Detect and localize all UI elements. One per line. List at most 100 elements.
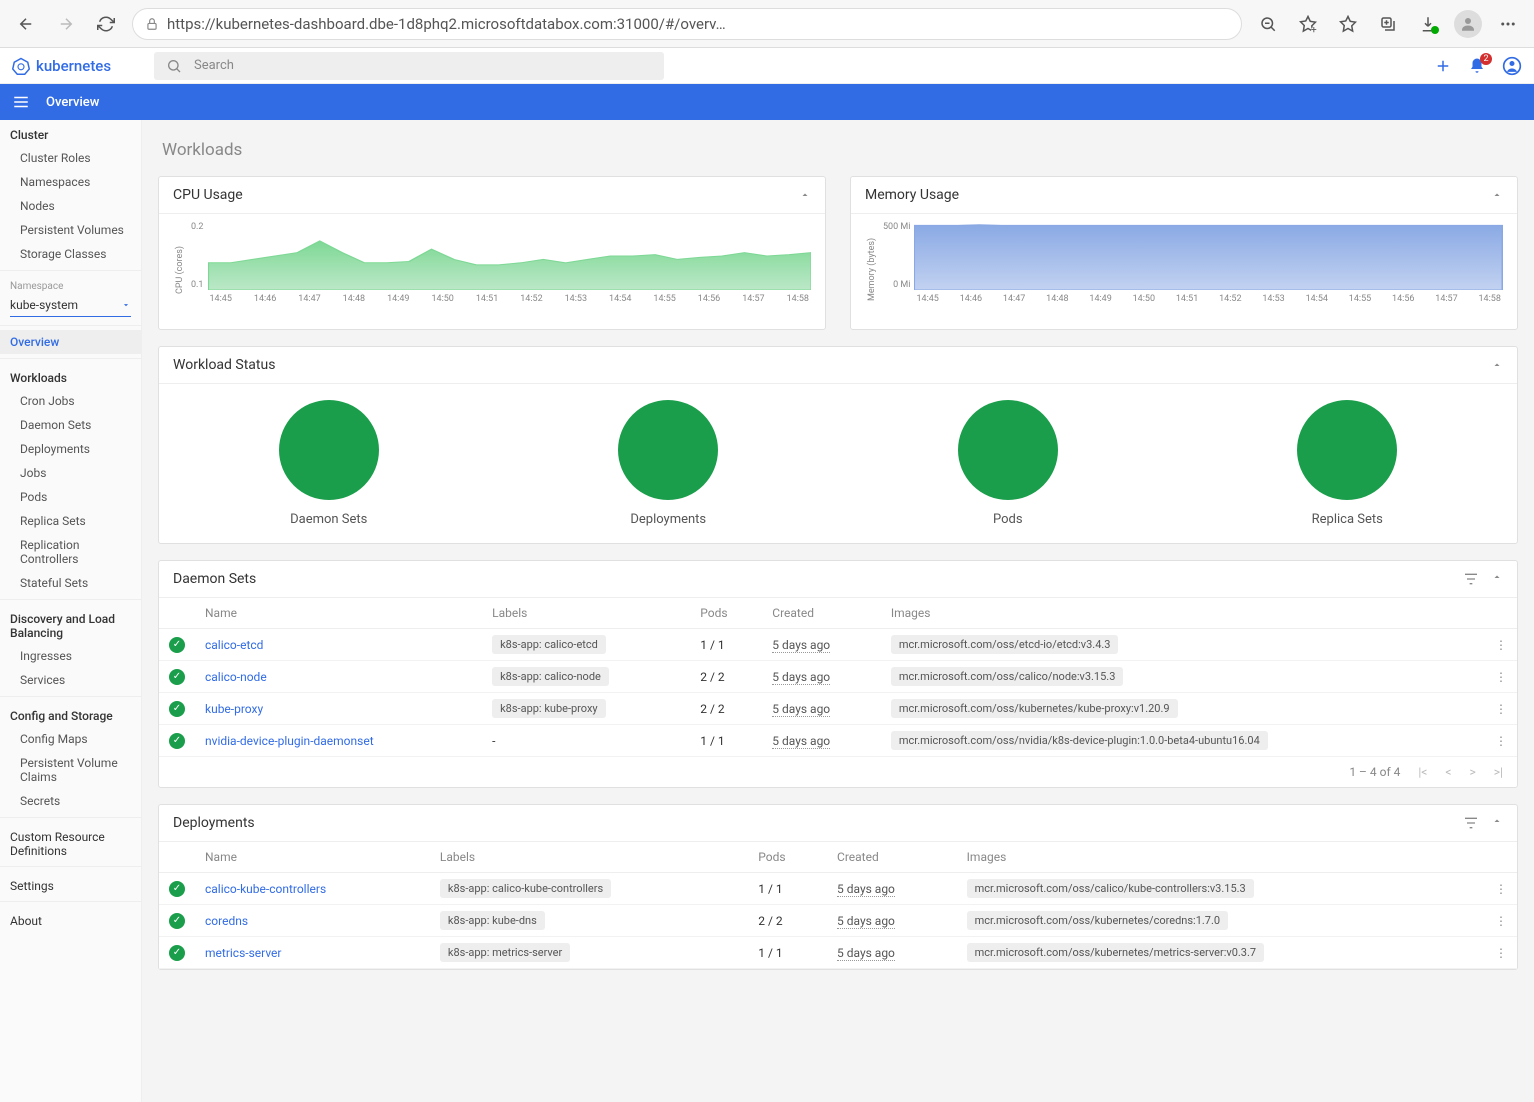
column-header: Labels: [430, 842, 748, 873]
chevron-up-icon[interactable]: [799, 189, 811, 201]
profile-avatar[interactable]: [1454, 10, 1482, 38]
chevron-up-icon[interactable]: [1491, 571, 1503, 583]
account-button[interactable]: [1502, 56, 1522, 76]
kubernetes-logo[interactable]: kubernetes: [12, 57, 142, 75]
sidebar-item-cluster-roles[interactable]: Cluster Roles: [0, 146, 141, 170]
chevron-up-icon[interactable]: [1491, 359, 1503, 371]
label-chip: k8s-app: calico-etcd: [492, 635, 606, 654]
search-input[interactable]: Search: [154, 52, 664, 80]
sidebar-item-jobs[interactable]: Jobs: [0, 461, 141, 485]
resource-link[interactable]: calico-kube-controllers: [205, 882, 326, 896]
status-ok-icon: ✓: [169, 701, 185, 717]
downloads-icon[interactable]: [1414, 10, 1442, 38]
filter-icon[interactable]: [1463, 571, 1479, 587]
label-chip: k8s-app: metrics-server: [440, 943, 570, 962]
first-page-button[interactable]: |<: [1418, 765, 1427, 779]
filter-icon[interactable]: [1463, 815, 1479, 831]
row-menu-button[interactable]: ⋮: [1485, 693, 1517, 725]
namespace-label: Namespace: [0, 275, 141, 292]
sidebar-item-replication-controllers[interactable]: Replication Controllers: [0, 533, 141, 571]
sidebar-item-replica-sets[interactable]: Replica Sets: [0, 509, 141, 533]
back-button[interactable]: [12, 10, 40, 38]
create-button[interactable]: [1434, 57, 1452, 75]
url-text: https://kubernetes-dashboard.dbe-1d8phq2…: [167, 15, 726, 33]
sidebar-item-daemon-sets[interactable]: Daemon Sets: [0, 413, 141, 437]
collections-icon[interactable]: [1374, 10, 1402, 38]
url-bar[interactable]: https://kubernetes-dashboard.dbe-1d8phq2…: [132, 8, 1242, 40]
column-header: Name: [195, 842, 430, 873]
row-menu-button[interactable]: ⋮: [1485, 629, 1517, 661]
row-menu-button[interactable]: ⋮: [1485, 873, 1517, 905]
row-menu-button[interactable]: ⋮: [1485, 725, 1517, 757]
table-row: ✓ calico-etcd k8s-app: calico-etcd 1 / 1…: [159, 629, 1517, 661]
image-chip: mcr.microsoft.com/oss/kubernetes/metrics…: [967, 943, 1264, 962]
row-menu-button[interactable]: ⋮: [1485, 905, 1517, 937]
sidebar-item-crd[interactable]: Custom Resource Definitions: [0, 822, 141, 862]
sidebar-item-namespaces[interactable]: Namespaces: [0, 170, 141, 194]
favorites-icon[interactable]: [1334, 10, 1362, 38]
brand-text: kubernetes: [36, 57, 111, 75]
label-chip: k8s-app: calico-node: [492, 667, 609, 686]
sidebar-item-nodes[interactable]: Nodes: [0, 194, 141, 218]
status-circle: [279, 400, 379, 500]
label-chip: k8s-app: kube-proxy: [492, 699, 606, 718]
sidebar-item-storage-classes[interactable]: Storage Classes: [0, 242, 141, 266]
status-ok-icon: ✓: [169, 945, 185, 961]
sidebar-item-services[interactable]: Services: [0, 668, 141, 692]
daemon-sets-card: Daemon Sets NameLabelsPodsCreatedImages …: [158, 560, 1518, 788]
sidebar-item-ingresses[interactable]: Ingresses: [0, 644, 141, 668]
row-menu-button[interactable]: ⋮: [1485, 661, 1517, 693]
resource-link[interactable]: metrics-server: [205, 946, 281, 960]
next-page-button[interactable]: >: [1470, 765, 1476, 779]
pagination-text: 1 – 4 of 4: [1349, 765, 1400, 779]
created-cell: 5 days ago: [772, 670, 830, 685]
pods-cell: 1 / 1: [748, 873, 827, 905]
resource-link[interactable]: calico-node: [205, 670, 267, 684]
column-header: Created: [827, 842, 957, 873]
sidebar-item-cron-jobs[interactable]: Cron Jobs: [0, 389, 141, 413]
resource-link[interactable]: nvidia-device-plugin-daemonset: [205, 734, 374, 748]
forward-button[interactable]: [52, 10, 80, 38]
lock-icon: [145, 17, 159, 31]
column-header: Images: [881, 598, 1485, 629]
more-icon[interactable]: [1494, 10, 1522, 38]
zoom-icon[interactable]: [1254, 10, 1282, 38]
daemon-sets-table: NameLabelsPodsCreatedImages ✓ calico-etc…: [159, 598, 1517, 757]
resource-link[interactable]: kube-proxy: [205, 702, 263, 716]
row-menu-button[interactable]: ⋮: [1485, 937, 1517, 969]
sidebar-item-secrets[interactable]: Secrets: [0, 789, 141, 813]
created-cell: 5 days ago: [772, 638, 830, 653]
pods-cell: 2 / 2: [748, 905, 827, 937]
status-circle: [1297, 400, 1397, 500]
notifications-button[interactable]: [1468, 57, 1486, 75]
created-cell: 5 days ago: [837, 946, 895, 961]
image-chip: mcr.microsoft.com/oss/nvidia/k8s-device-…: [891, 731, 1268, 750]
content-area: Workloads CPU Usage CPU (cores) 0.20.1 1…: [142, 120, 1534, 1102]
created-cell: 5 days ago: [837, 882, 895, 897]
namespace-selector[interactable]: kube-system: [10, 294, 131, 317]
sidebar-item-config-maps[interactable]: Config Maps: [0, 727, 141, 751]
refresh-button[interactable]: [92, 10, 120, 38]
sidebar-section-discovery: Discovery and Load Balancing: [0, 604, 141, 644]
last-page-button[interactable]: >|: [1494, 765, 1503, 779]
sidebar-item-overview[interactable]: Overview: [0, 330, 141, 354]
sidebar-item-persistent-volumes[interactable]: Persistent Volumes: [0, 218, 141, 242]
title-bar: Overview: [0, 84, 1534, 120]
resource-link[interactable]: calico-etcd: [205, 638, 263, 652]
sidebar-item-pods[interactable]: Pods: [0, 485, 141, 509]
image-chip: mcr.microsoft.com/oss/kubernetes/coredns…: [967, 911, 1228, 930]
sidebar-section-config: Config and Storage: [0, 701, 141, 727]
menu-icon[interactable]: [12, 93, 30, 111]
sidebar-item-persistent-volume-claims[interactable]: Persistent Volume Claims: [0, 751, 141, 789]
sidebar-item-settings[interactable]: Settings: [0, 871, 141, 897]
sidebar-item-deployments[interactable]: Deployments: [0, 437, 141, 461]
chevron-down-icon: [121, 300, 131, 310]
chevron-up-icon[interactable]: [1491, 189, 1503, 201]
sidebar-item-stateful-sets[interactable]: Stateful Sets: [0, 571, 141, 595]
resource-link[interactable]: coredns: [205, 914, 248, 928]
status-label: Pods: [958, 512, 1058, 527]
prev-page-button[interactable]: <: [1445, 765, 1451, 779]
chevron-up-icon[interactable]: [1491, 815, 1503, 827]
favorite-add-icon[interactable]: [1294, 10, 1322, 38]
sidebar-item-about[interactable]: About: [0, 906, 141, 932]
